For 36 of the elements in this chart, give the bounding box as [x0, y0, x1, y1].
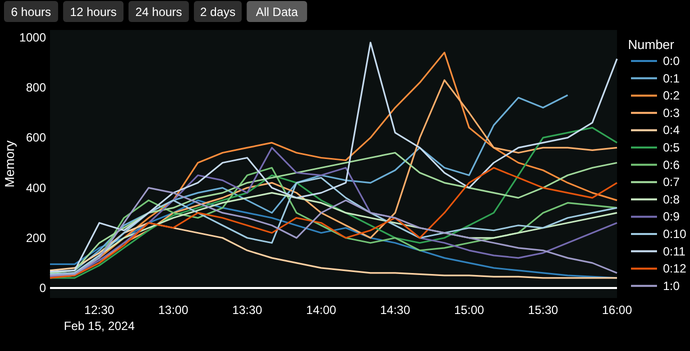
text: 6 hours	[11, 5, 52, 19]
legend-label: 0:2	[663, 88, 680, 103]
y-tick-label: 1000	[19, 30, 46, 45]
text: 24 hours	[135, 5, 182, 19]
legend-label: 0:7	[663, 175, 680, 190]
legend-label: 0:0	[663, 54, 680, 68]
legend-label: 0:5	[663, 140, 680, 154]
x-tick-label: 14:30	[380, 303, 410, 317]
line-series	[49, 222, 618, 279]
text: 12 hours	[70, 5, 117, 19]
y-tick-label: 600	[26, 130, 46, 145]
x-tick-label: 13:30	[232, 303, 263, 317]
x-tick-label: 14:00	[306, 303, 337, 317]
legend-label: 0:8	[663, 192, 680, 206]
y-tick-label: 0	[39, 280, 46, 295]
x-tick-label: 13:00	[158, 303, 189, 317]
text: 2 days	[200, 5, 236, 19]
legend-label: 0:4	[663, 123, 680, 138]
y-axis-title: Memory	[2, 140, 17, 188]
legend-label: 1:0	[663, 278, 680, 293]
y-tick-label: 200	[26, 230, 46, 245]
text: All Data	[256, 5, 298, 19]
legend-label: 0:6	[663, 158, 680, 172]
legend-label: 0:1	[663, 71, 680, 86]
x-tick-label: 15:00	[454, 303, 484, 317]
legend-label: 0:10	[663, 227, 687, 241]
x-tick-label: 12:30 Feb 15, 2024	[64, 303, 135, 333]
x-tick-label: 16:00	[602, 303, 632, 317]
legend-title: Number	[628, 37, 675, 52]
legend-label: 0:3	[663, 106, 680, 120]
y-tick-label: 400	[26, 180, 46, 195]
legend-label: 0:11	[663, 244, 686, 258]
legend-label: 0:12	[663, 262, 687, 276]
x-tick-label: 15:30	[528, 303, 558, 317]
y-tick-label: 800	[26, 80, 46, 95]
legend-label: 0:9	[663, 210, 680, 224]
